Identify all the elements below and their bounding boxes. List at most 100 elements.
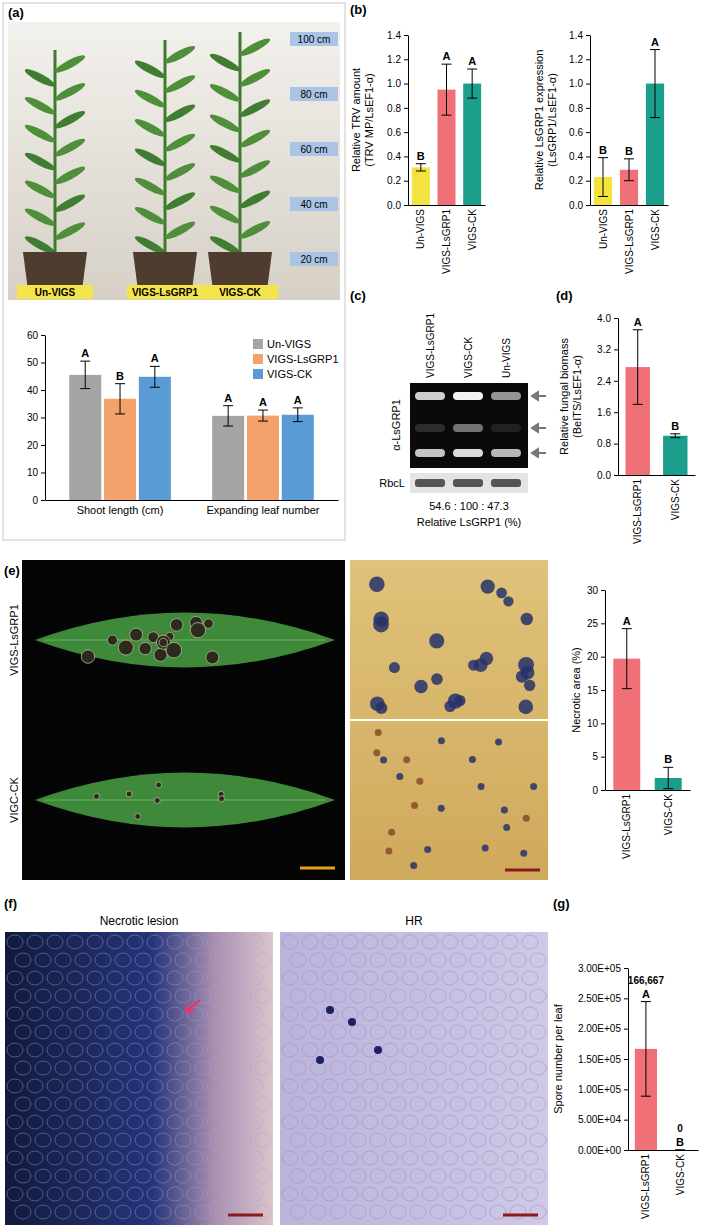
cell xyxy=(450,1169,466,1183)
cell xyxy=(282,1115,298,1129)
cell xyxy=(310,989,326,1003)
lesion xyxy=(93,793,99,799)
cell xyxy=(450,953,466,967)
cell xyxy=(135,1133,151,1147)
leaf xyxy=(238,218,272,241)
x-tick: VIGS-CK xyxy=(675,1154,686,1195)
y-tick: 40 xyxy=(27,385,45,396)
cell xyxy=(175,1097,191,1111)
cell xyxy=(127,1151,143,1165)
cell xyxy=(302,971,318,985)
tick-label: 0.8 xyxy=(597,438,611,449)
x-axis-line xyxy=(629,1150,699,1151)
y-tick: 1.00E+05 xyxy=(578,1084,628,1095)
stain-spot xyxy=(411,802,418,809)
stain-spot xyxy=(469,756,476,763)
cell xyxy=(290,989,306,1003)
cell xyxy=(430,989,446,1003)
bar xyxy=(139,377,171,500)
cell xyxy=(502,1043,518,1057)
tick-label: 4.0 xyxy=(597,313,611,324)
lane-label: VIGS-CK xyxy=(463,337,474,378)
stain-spot xyxy=(495,738,502,745)
antibody-label: α-LsGRP1 xyxy=(390,399,402,451)
cell xyxy=(175,1133,191,1147)
cell xyxy=(127,971,143,985)
annotations: A166,667B0 xyxy=(628,975,684,1148)
cell xyxy=(207,1079,223,1093)
y-axis-line xyxy=(590,36,591,206)
photo-e: VIGS-LsGRP1VIGC-CK xyxy=(8,560,548,880)
stain-spot xyxy=(375,729,382,736)
y-tick: 50 xyxy=(27,357,45,368)
cell xyxy=(195,953,211,967)
cell xyxy=(127,935,143,949)
x-tick: VIGS-CK xyxy=(467,209,478,250)
height-label-box xyxy=(290,32,338,46)
cell xyxy=(167,935,183,949)
cell xyxy=(247,1187,263,1201)
cell xyxy=(462,1115,478,1129)
x-tick: VIGS-CK xyxy=(663,794,674,835)
y-tick: 30 xyxy=(27,412,45,423)
cell xyxy=(282,971,298,985)
cell xyxy=(502,1187,518,1201)
cell xyxy=(207,1187,223,1201)
cell xyxy=(302,1187,318,1201)
stain-spot xyxy=(478,783,485,790)
x-tick: Un-VIGS xyxy=(598,209,609,249)
lesion xyxy=(118,640,133,655)
cell xyxy=(27,1007,43,1021)
leaf xyxy=(163,219,197,242)
cell xyxy=(87,1079,103,1093)
plant xyxy=(23,50,87,298)
cell xyxy=(370,1133,386,1147)
cell xyxy=(450,1205,466,1219)
lane-label: VIGS-LsGRP1 xyxy=(425,313,436,378)
y-tick: 1.0 xyxy=(569,78,590,89)
cell xyxy=(410,953,426,967)
cell xyxy=(530,1025,546,1039)
cell xyxy=(430,953,446,967)
cell xyxy=(35,1133,51,1147)
cell xyxy=(322,1187,338,1201)
cell xyxy=(247,935,263,949)
error-bar xyxy=(293,408,303,422)
cell xyxy=(255,1061,271,1075)
cell xyxy=(402,935,418,949)
tick-mark xyxy=(586,59,590,60)
leaf xyxy=(163,102,197,125)
cell xyxy=(482,935,498,949)
tick-label: 0.6 xyxy=(569,127,583,138)
y-tick: 0.6 xyxy=(387,127,408,138)
error-bar xyxy=(150,366,160,387)
plant-label-box xyxy=(17,285,93,299)
x-axis: Un-VIGSVIGS-LsGRP1VIGS-CK xyxy=(409,206,486,275)
cell xyxy=(342,1043,358,1057)
cell xyxy=(47,1187,63,1201)
tick-mark xyxy=(614,349,618,350)
cell xyxy=(290,1133,306,1147)
cell xyxy=(522,1187,538,1201)
plant-label-box xyxy=(127,285,203,299)
tick-label: 1.2 xyxy=(569,54,583,65)
plot-area xyxy=(69,361,314,500)
cell xyxy=(462,1007,478,1021)
cell xyxy=(27,1151,43,1165)
x-tick: VIGS-LsGRP1 xyxy=(632,479,643,544)
lesion xyxy=(156,782,162,788)
y-tick: 1.2 xyxy=(569,54,590,65)
cell xyxy=(442,1043,458,1057)
tick-label: 2.4 xyxy=(597,376,611,387)
blot-band xyxy=(453,392,483,400)
cell xyxy=(482,1043,498,1057)
stain-spot xyxy=(530,783,537,790)
cell xyxy=(322,971,338,985)
tick-label: 1.00E+05 xyxy=(578,1084,622,1095)
tick-label: 0 xyxy=(592,785,598,796)
cell xyxy=(530,953,546,967)
cell xyxy=(227,1043,243,1057)
lesion xyxy=(166,642,182,658)
cell xyxy=(187,971,203,985)
cell xyxy=(255,1097,271,1111)
